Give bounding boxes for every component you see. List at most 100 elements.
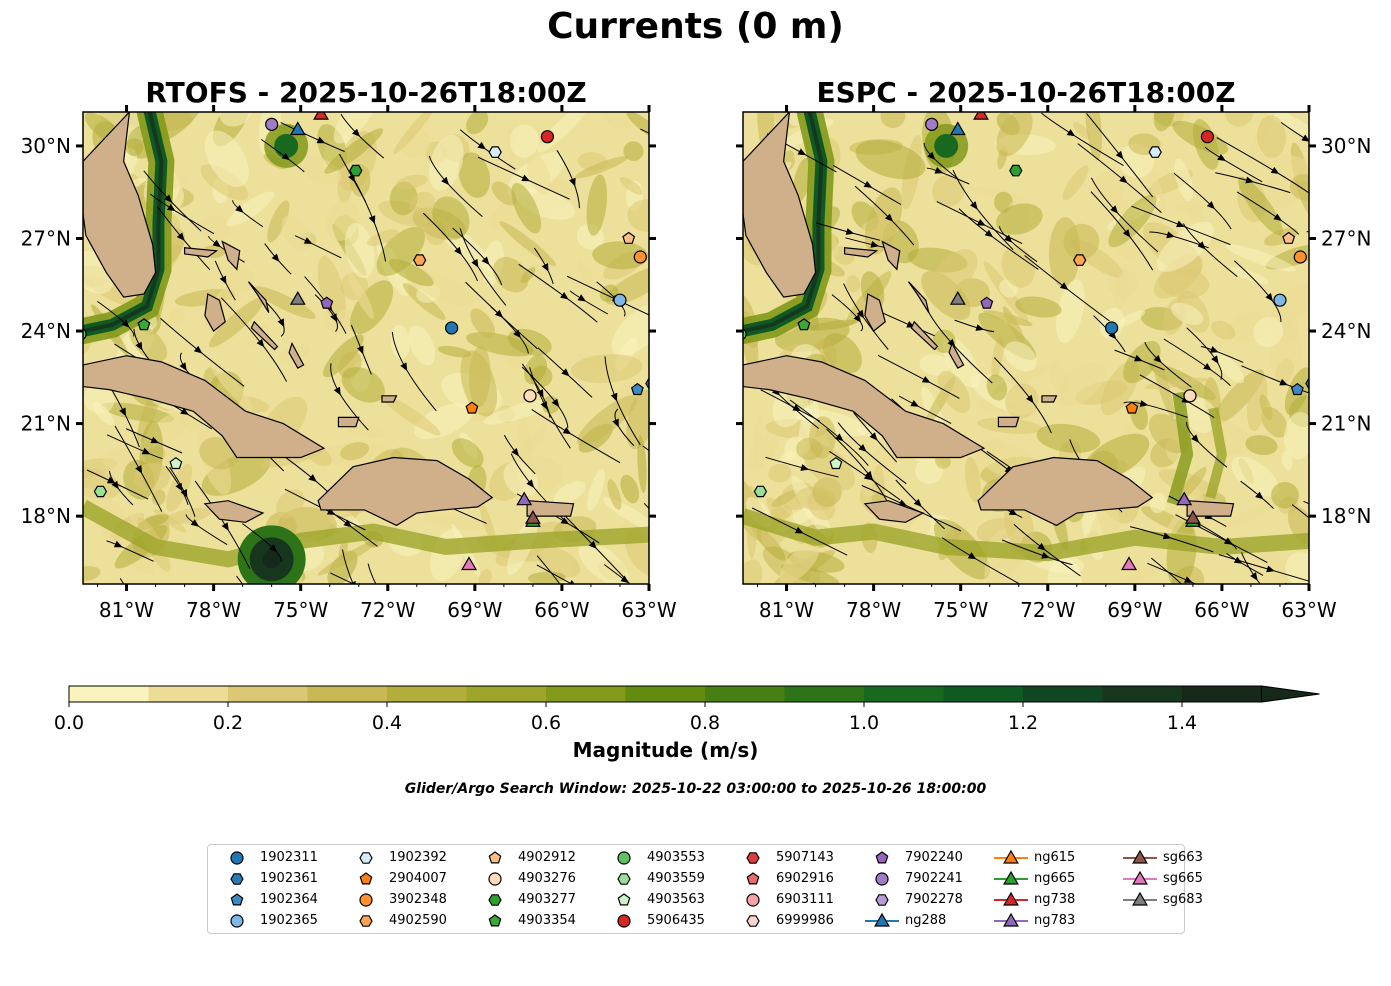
lat-tick-label: 21°N xyxy=(1321,412,1371,436)
florida-land xyxy=(83,112,157,298)
legend-label: 4902912 xyxy=(518,850,576,865)
legend-marker-icon xyxy=(488,894,502,906)
legend-marker-icon xyxy=(875,894,889,906)
lon-tick-label: 75°W xyxy=(273,598,328,622)
marker-4903354 xyxy=(797,318,811,331)
espc-panel-title: ESPC - 2025-10-26T18:00Z xyxy=(816,76,1236,109)
colorbar-bin xyxy=(228,686,309,702)
legend-label: ng783 xyxy=(1034,913,1076,928)
legend-label: 4903277 xyxy=(518,892,576,907)
lon-tick-label: 69°W xyxy=(1107,598,1162,622)
grandbahama-land xyxy=(843,247,879,258)
marker-5906435 xyxy=(540,130,555,144)
legend-marker-icon xyxy=(875,872,889,886)
legend-marker-icon xyxy=(617,914,631,928)
lat-tick-label: 21°N xyxy=(21,412,71,436)
longisland-land xyxy=(948,341,965,369)
legend-label: 1902361 xyxy=(260,871,318,886)
legend-marker-icon xyxy=(488,872,502,886)
legend-label: 1902365 xyxy=(260,913,318,928)
marker-4903563 xyxy=(169,456,183,470)
marker-1902365 xyxy=(613,293,627,307)
marker-sg665 xyxy=(461,556,478,571)
legend-marker-icon xyxy=(1123,870,1157,885)
marker-4903563 xyxy=(829,456,843,470)
colorbar-tick-label: 0.4 xyxy=(372,712,402,734)
legend-label: 4903563 xyxy=(647,892,705,907)
rtofs-map-panel: 81°W 78°W 75°W 72°W 69°W 66°W 63°W 30°N 27°N 24°N… xyxy=(21,105,677,622)
lon-tick-label: 78°W xyxy=(186,598,241,622)
legend-marker-icon xyxy=(746,893,760,907)
andros-land xyxy=(864,293,886,332)
marker-4902590 xyxy=(413,254,427,266)
colorbar-bin xyxy=(625,686,706,702)
lat-tick-label: 27°N xyxy=(1321,226,1371,250)
legend-label: 6999986 xyxy=(776,913,834,928)
marker-4903553 xyxy=(83,328,87,341)
legend-marker-icon xyxy=(230,851,244,865)
lat-tick-label: 24°N xyxy=(21,319,71,343)
marker-4903277 xyxy=(1009,164,1023,177)
lat-tick-label: 18°N xyxy=(1321,504,1371,528)
marker-3902348 xyxy=(1293,250,1307,264)
colorbar-bin xyxy=(387,686,468,702)
eleuthera-land xyxy=(247,281,270,313)
colorbar-bin xyxy=(784,686,865,702)
marker-7902240 xyxy=(320,296,334,309)
legend-marker-icon xyxy=(617,851,631,865)
legend-marker-icon xyxy=(359,872,373,885)
legend-label: 4902590 xyxy=(389,913,447,928)
marker-5906435 xyxy=(1200,130,1215,144)
colorbar-tick-label: 1.4 xyxy=(1167,712,1197,734)
marker-4903354 xyxy=(137,318,151,331)
marker-1902364 xyxy=(1290,382,1304,396)
colorbar-bin xyxy=(148,686,229,702)
puertorico-land xyxy=(1186,500,1235,517)
legend-marker-icon xyxy=(230,914,244,928)
legend-label: 5906435 xyxy=(647,913,705,928)
legend: 1902311 1902361 1902364 1902365 1902392 29040… xyxy=(207,844,1203,934)
legend-label: sg665 xyxy=(1163,871,1203,886)
marker-4903276 xyxy=(1183,389,1197,403)
colorbar-bin xyxy=(864,686,945,702)
legend-marker-icon xyxy=(359,893,373,907)
lat-tick-label: 30°N xyxy=(1321,134,1371,158)
search-window-text: Glider/Argo Search Window: 2025-10-22 03… xyxy=(404,781,987,797)
lat-tick-label: 24°N xyxy=(1321,319,1371,343)
legend-marker-icon xyxy=(359,915,373,927)
legend-label: 1902392 xyxy=(389,850,447,865)
hispaniola-land xyxy=(317,456,494,527)
legend-label: sg683 xyxy=(1163,892,1203,907)
marker-ng738 xyxy=(973,112,989,120)
colorbar-tick-label: 0.6 xyxy=(531,712,561,734)
colorbar-tick-label: 0.8 xyxy=(690,712,720,734)
cuba-land xyxy=(83,355,326,459)
marker-1902364 xyxy=(630,382,644,396)
marker-1902361 xyxy=(1305,377,1309,390)
exuma-land xyxy=(250,320,279,351)
legend-marker-icon xyxy=(865,912,899,927)
colorbar-bin xyxy=(1023,686,1104,702)
legend-marker-icon xyxy=(1123,849,1157,864)
legend-marker-icon xyxy=(488,914,502,927)
colorbar-label: Magnitude (m/s) xyxy=(572,738,759,762)
lon-tick-label: 69°W xyxy=(447,598,502,622)
marker-ng783 xyxy=(1176,491,1193,506)
lat-tick-label: 18°N xyxy=(21,504,71,528)
legend-marker-icon xyxy=(994,849,1028,864)
lon-tick-label: 63°W xyxy=(621,598,676,622)
marker-ng288 xyxy=(289,121,306,136)
colorbar-bin xyxy=(307,686,388,702)
legend-marker-icon xyxy=(994,912,1028,927)
longisland-land xyxy=(288,341,305,369)
legend-label: 2904007 xyxy=(389,871,447,886)
marker-7902241 xyxy=(265,117,279,131)
legend-label: 4903354 xyxy=(518,913,576,928)
andros-land xyxy=(204,293,226,332)
legend-label: 1902311 xyxy=(260,850,318,865)
marker-2904007 xyxy=(465,401,479,414)
inagua-land xyxy=(337,416,360,428)
jamaica-land xyxy=(203,500,265,523)
colorbar-bin xyxy=(705,686,786,702)
